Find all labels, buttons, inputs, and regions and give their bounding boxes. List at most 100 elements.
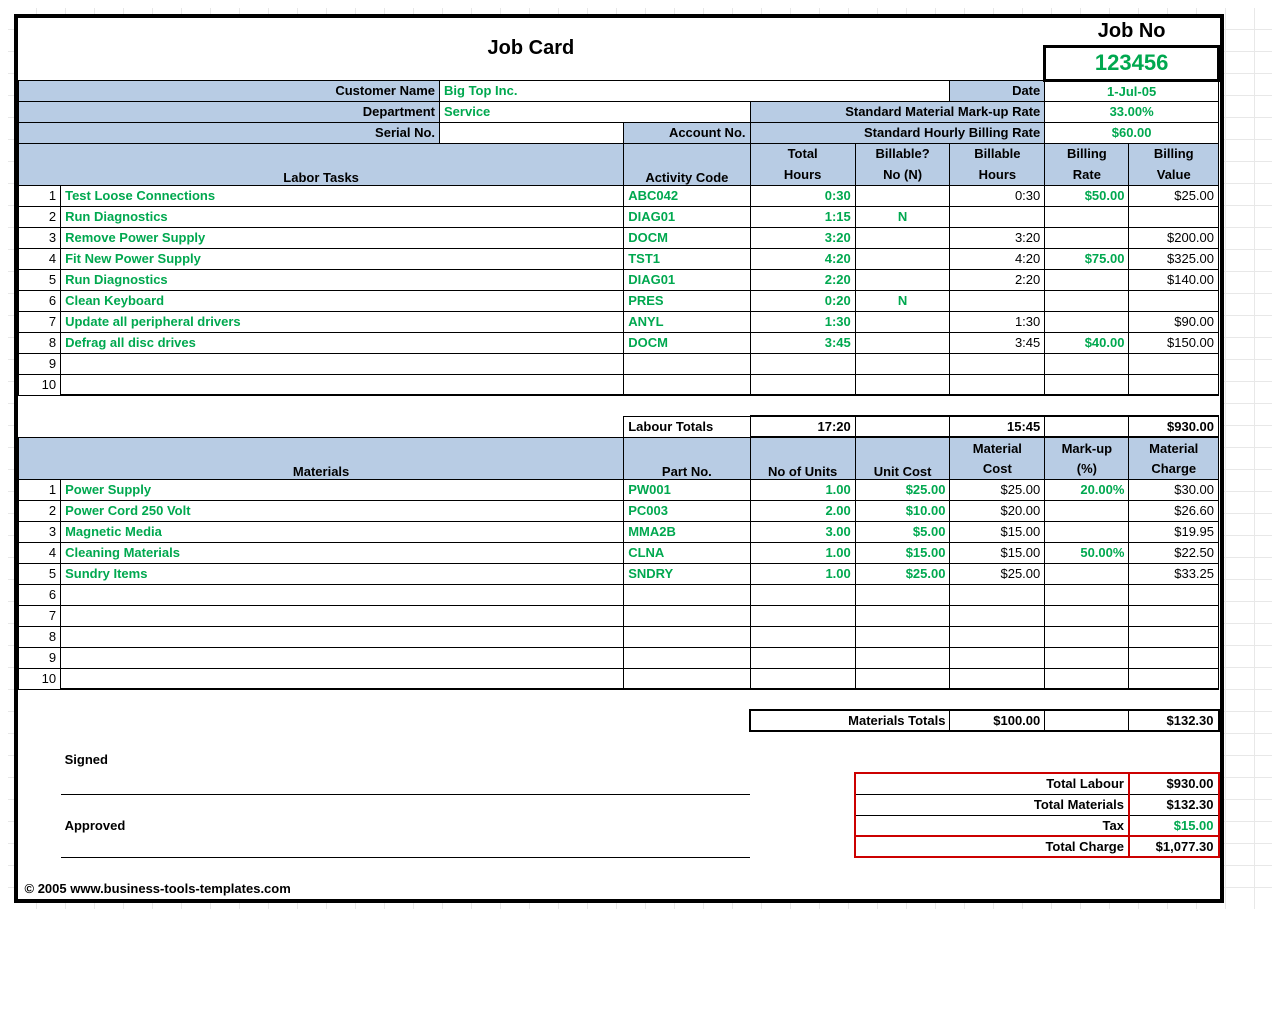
labor-activity-code[interactable]: DOCM bbox=[624, 227, 750, 248]
labor-task[interactable] bbox=[61, 374, 624, 395]
labor-billing-rate[interactable] bbox=[1045, 290, 1129, 311]
material-units[interactable]: 1.00 bbox=[750, 542, 855, 563]
labor-activity-code[interactable]: DIAG01 bbox=[624, 206, 750, 227]
labor-activity-code[interactable]: DOCM bbox=[624, 332, 750, 353]
material-markup[interactable]: 20.00% bbox=[1045, 479, 1129, 500]
material-unit-cost[interactable] bbox=[855, 647, 950, 668]
labor-billing-rate[interactable] bbox=[1045, 353, 1129, 374]
material-unit-cost[interactable]: $15.00 bbox=[855, 542, 950, 563]
hourly-rate-value[interactable]: $60.00 bbox=[1045, 122, 1219, 143]
labor-task[interactable]: Defrag all disc drives bbox=[61, 332, 624, 353]
material-markup[interactable]: 50.00% bbox=[1045, 542, 1129, 563]
markup-rate-value[interactable]: 33.00% bbox=[1045, 101, 1219, 122]
material-markup[interactable] bbox=[1045, 521, 1129, 542]
material-markup[interactable] bbox=[1045, 500, 1129, 521]
labor-billable-no[interactable] bbox=[855, 248, 950, 269]
labor-billing-rate[interactable]: $40.00 bbox=[1045, 332, 1129, 353]
labor-total-hours[interactable]: 0:30 bbox=[750, 185, 855, 206]
material-unit-cost[interactable]: $25.00 bbox=[855, 479, 950, 500]
material-part-no[interactable]: PW001 bbox=[624, 479, 750, 500]
labor-total-hours[interactable] bbox=[750, 353, 855, 374]
labor-activity-code[interactable]: PRES bbox=[624, 290, 750, 311]
tax-value[interactable]: $15.00 bbox=[1129, 815, 1219, 836]
labor-activity-code[interactable]: TST1 bbox=[624, 248, 750, 269]
labor-total-hours[interactable]: 3:45 bbox=[750, 332, 855, 353]
labor-total-hours[interactable]: 1:30 bbox=[750, 311, 855, 332]
labor-task[interactable]: Run Diagnostics bbox=[61, 269, 624, 290]
labor-billable-no[interactable] bbox=[855, 353, 950, 374]
material-name[interactable] bbox=[61, 647, 624, 668]
labor-total-hours[interactable] bbox=[750, 374, 855, 395]
material-unit-cost[interactable]: $5.00 bbox=[855, 521, 950, 542]
material-markup[interactable] bbox=[1045, 605, 1129, 626]
labor-billable-no[interactable] bbox=[855, 185, 950, 206]
material-units[interactable] bbox=[750, 647, 855, 668]
date-value[interactable]: 1-Jul-05 bbox=[1045, 80, 1219, 101]
labor-task[interactable]: Clean Keyboard bbox=[61, 290, 624, 311]
labor-total-hours[interactable]: 3:20 bbox=[750, 227, 855, 248]
material-markup[interactable] bbox=[1045, 563, 1129, 584]
job-no-value[interactable]: 123456 bbox=[1045, 46, 1219, 80]
material-units[interactable] bbox=[750, 605, 855, 626]
material-name[interactable]: Magnetic Media bbox=[61, 521, 624, 542]
labor-total-hours[interactable]: 0:20 bbox=[750, 290, 855, 311]
material-units[interactable] bbox=[750, 668, 855, 689]
labor-task[interactable]: Remove Power Supply bbox=[61, 227, 624, 248]
material-units[interactable]: 1.00 bbox=[750, 563, 855, 584]
labor-billable-no[interactable] bbox=[855, 374, 950, 395]
labor-billable-no[interactable]: N bbox=[855, 290, 950, 311]
material-part-no[interactable] bbox=[624, 584, 750, 605]
labor-billing-rate[interactable] bbox=[1045, 374, 1129, 395]
material-unit-cost[interactable]: $10.00 bbox=[855, 500, 950, 521]
material-units[interactable] bbox=[750, 584, 855, 605]
material-name[interactable]: Power Supply bbox=[61, 479, 624, 500]
labor-billable-no[interactable] bbox=[855, 311, 950, 332]
labor-billable-no[interactable] bbox=[855, 332, 950, 353]
signed-line[interactable] bbox=[61, 773, 750, 794]
labor-total-hours[interactable]: 4:20 bbox=[750, 248, 855, 269]
material-unit-cost[interactable] bbox=[855, 626, 950, 647]
material-part-no[interactable]: MMA2B bbox=[624, 521, 750, 542]
material-name[interactable] bbox=[61, 584, 624, 605]
material-name[interactable] bbox=[61, 668, 624, 689]
labor-task[interactable]: Fit New Power Supply bbox=[61, 248, 624, 269]
labor-task[interactable]: Run Diagnostics bbox=[61, 206, 624, 227]
material-part-no[interactable] bbox=[624, 668, 750, 689]
material-markup[interactable] bbox=[1045, 584, 1129, 605]
material-name[interactable]: Power Cord 250 Volt bbox=[61, 500, 624, 521]
labor-billable-no[interactable]: N bbox=[855, 206, 950, 227]
material-units[interactable]: 3.00 bbox=[750, 521, 855, 542]
material-markup[interactable] bbox=[1045, 647, 1129, 668]
material-part-no[interactable] bbox=[624, 626, 750, 647]
labor-activity-code[interactable] bbox=[624, 374, 750, 395]
labor-billing-rate[interactable] bbox=[1045, 311, 1129, 332]
material-units[interactable]: 1.00 bbox=[750, 479, 855, 500]
material-part-no[interactable] bbox=[624, 605, 750, 626]
material-name[interactable] bbox=[61, 605, 624, 626]
labor-total-hours[interactable]: 1:15 bbox=[750, 206, 855, 227]
labor-activity-code[interactable]: ANYL bbox=[624, 311, 750, 332]
labor-billing-rate[interactable]: $75.00 bbox=[1045, 248, 1129, 269]
labor-activity-code[interactable]: DIAG01 bbox=[624, 269, 750, 290]
material-unit-cost[interactable] bbox=[855, 605, 950, 626]
material-part-no[interactable]: PC003 bbox=[624, 500, 750, 521]
labor-billing-rate[interactable] bbox=[1045, 269, 1129, 290]
labor-task[interactable] bbox=[61, 353, 624, 374]
serial-no-value[interactable] bbox=[440, 122, 624, 143]
labor-billable-no[interactable] bbox=[855, 227, 950, 248]
material-unit-cost[interactable] bbox=[855, 584, 950, 605]
labor-billing-rate[interactable] bbox=[1045, 206, 1129, 227]
labor-billing-rate[interactable]: $50.00 bbox=[1045, 185, 1129, 206]
material-unit-cost[interactable]: $25.00 bbox=[855, 563, 950, 584]
labor-activity-code[interactable] bbox=[624, 353, 750, 374]
customer-name-value[interactable]: Big Top Inc. bbox=[440, 80, 950, 101]
labor-task[interactable]: Update all peripheral drivers bbox=[61, 311, 624, 332]
labor-task[interactable]: Test Loose Connections bbox=[61, 185, 624, 206]
approved-line[interactable] bbox=[61, 836, 750, 857]
material-part-no[interactable]: SNDRY bbox=[624, 563, 750, 584]
department-value[interactable]: Service bbox=[440, 101, 750, 122]
labor-billing-rate[interactable] bbox=[1045, 227, 1129, 248]
material-name[interactable]: Cleaning Materials bbox=[61, 542, 624, 563]
material-units[interactable] bbox=[750, 626, 855, 647]
material-markup[interactable] bbox=[1045, 626, 1129, 647]
